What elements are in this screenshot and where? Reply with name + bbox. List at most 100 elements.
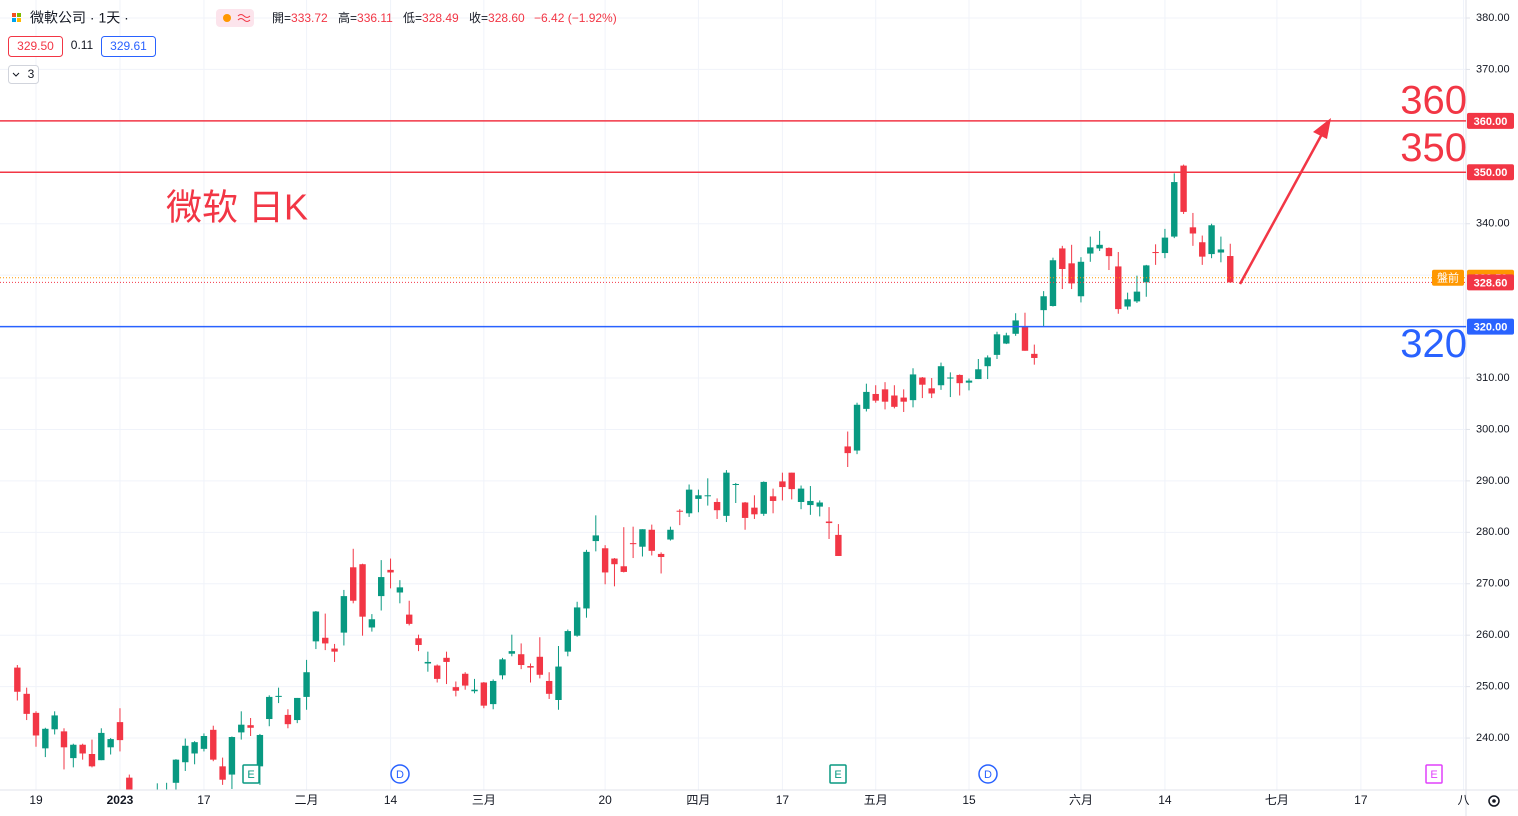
x-tick-label: 17 [1354,793,1368,807]
event-label: E [834,769,841,781]
candle-body [1124,299,1131,307]
candle-body [238,724,245,733]
candle-body [881,389,889,402]
candle-body [1180,165,1187,212]
candle-body [788,472,795,490]
candle-body [527,666,534,668]
change: −6.42 (−1.92%) [534,11,617,25]
candle-body [266,696,273,720]
indicator-toggle[interactable] [8,65,39,84]
candle-body [14,667,21,692]
candle-body [620,566,627,572]
candle-body [210,729,217,760]
logo [12,18,16,22]
ohlc-value: 336.11 [357,11,393,25]
candle-body [891,395,898,407]
candle-body [1208,225,1215,255]
candle-body [760,481,767,514]
bid[interactable]: 329.50 [17,39,54,53]
wave-icon [237,14,251,22]
candle-body [816,502,823,507]
candle-body [779,481,786,488]
x-tick-label: 六月 [1069,793,1093,807]
candle-body [60,731,68,748]
level-badge [1467,164,1514,181]
candle-body [769,496,777,501]
candle-body [303,672,310,697]
candle-body [1227,256,1234,283]
annotation: 微软 日K [166,187,308,228]
candle-body [1059,248,1066,269]
gear[interactable] [1488,795,1500,807]
settings-icon[interactable] [1488,795,1500,807]
x-tick-label: 20 [598,793,612,807]
candle-body [247,725,254,728]
y-tick-label: 300.00 [1476,423,1510,435]
candle-body [1031,353,1038,358]
candle-body [172,759,180,783]
candle-body [1199,242,1206,257]
candle-body [723,472,730,516]
arrow-shaft [1238,133,1324,285]
candle-body [853,404,861,451]
ohlc-value: 328.60 [488,11,525,25]
x-tick-label: 二月 [295,793,319,807]
x-tick-label: 14 [1158,793,1172,807]
candle-body [126,777,133,790]
indicator-count[interactable]: 3 [28,67,35,81]
buy-button[interactable] [101,36,156,57]
candle-body [797,488,805,502]
event-marker [242,764,260,784]
candle-body [340,596,348,633]
candle-body [667,529,674,540]
candle-body [1021,326,1029,351]
y-tick-label: 310.00 [1476,372,1510,384]
candle-body [835,534,842,556]
x-tick-label: 15 [962,793,976,807]
y-tick-label: 340.00 [1476,218,1510,230]
candle-body [807,500,814,506]
y-tick-label: 380.00 [1476,12,1510,24]
candle-body [1171,182,1178,237]
candle-body [200,735,208,749]
candle-body [88,753,96,767]
event-label: D [396,769,404,781]
logo [12,13,16,17]
candle-body [1143,265,1150,283]
candle-body [70,744,77,759]
candle-body [741,502,749,518]
session-badge-label: 盤前 [1437,271,1459,285]
sell-button[interactable] [8,36,63,57]
symbol-title[interactable]: 微軟公司 · 1天 · [30,10,129,26]
candle-body [937,366,945,386]
ohlc-key: 高= [338,10,357,25]
candle-body [704,495,711,497]
ohlc-legend: 開=333.72 高=336.11 低=328.49 收=328.60 [272,10,525,25]
candle-body [378,577,385,597]
candle-body [1068,263,1075,284]
logo [17,13,21,17]
candle-body [23,693,30,714]
x-tick-label: 五月 [864,793,888,807]
candle-body [228,737,236,775]
candle-body [107,739,114,748]
x-tick-label: 七月 [1265,793,1289,807]
candle-body [592,535,599,542]
arrow-head [1313,118,1331,139]
sun-icon [223,14,231,22]
candle-body [564,631,572,652]
event-marker [390,764,410,784]
candle-body [42,728,49,749]
candle-body [116,722,124,741]
x-tick-label: 17 [776,793,790,807]
candle-body [1105,247,1113,257]
ask[interactable]: 329.61 [110,39,147,53]
status-badge[interactable] [216,9,254,27]
level-badge [1467,318,1514,335]
candle-body [433,665,441,679]
ohlc-key: 低= [403,11,422,25]
candle-body [1217,249,1225,253]
candle-body [919,377,926,385]
